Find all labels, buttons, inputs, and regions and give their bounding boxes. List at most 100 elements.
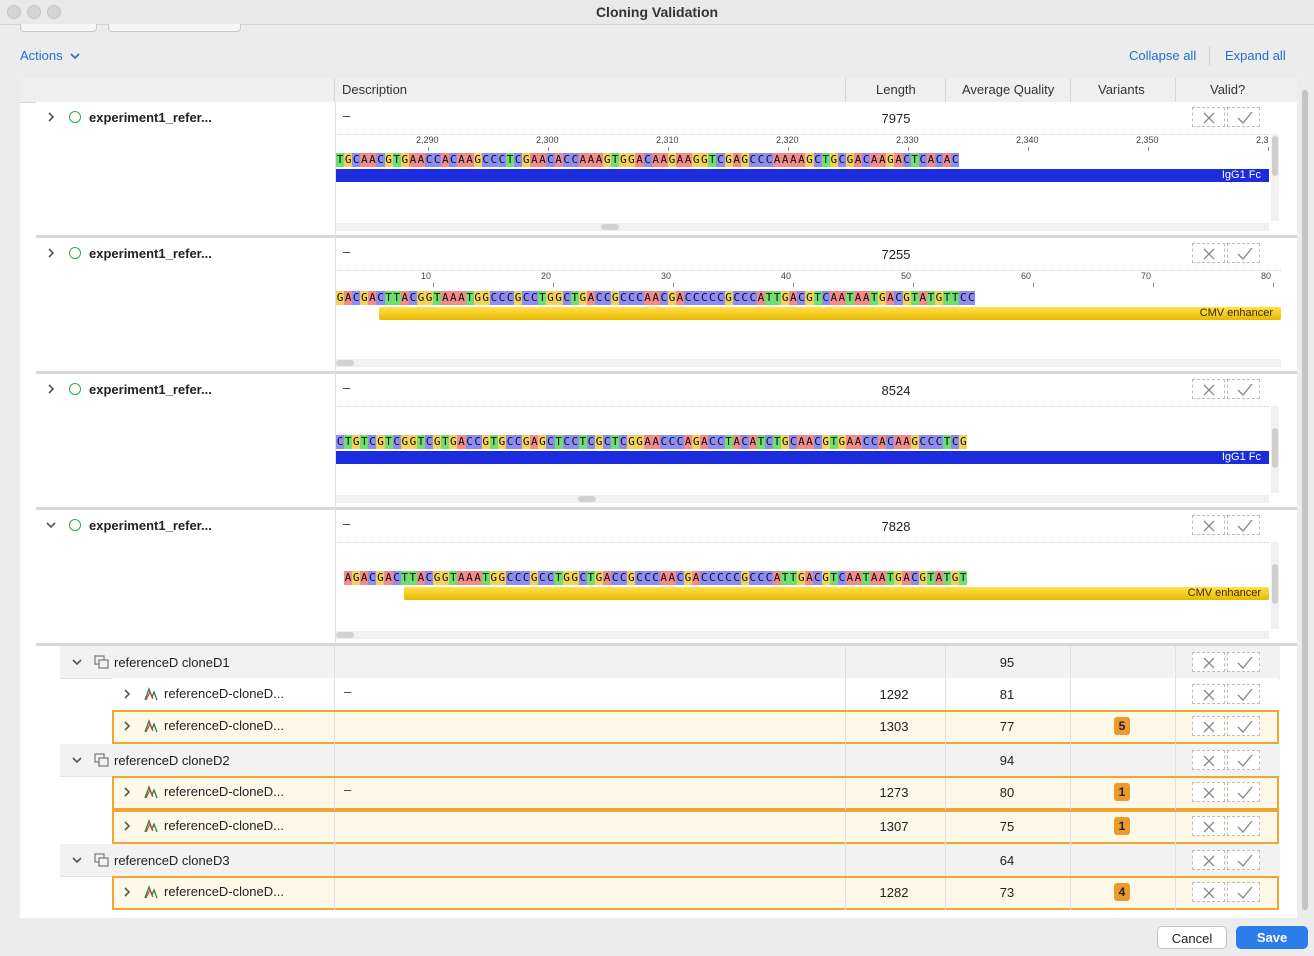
sequence-viewer[interactable]: AGACGACTTACGGTAAATGGCCCGCCTGGCTGACCGCCCA…: [336, 542, 1269, 644]
save-button[interactable]: Save: [1236, 926, 1308, 949]
chevron-down-icon[interactable]: [44, 518, 58, 532]
accept-button[interactable]: [1227, 243, 1260, 263]
cancel-button[interactable]: Cancel: [1157, 926, 1227, 949]
base-t: T: [384, 291, 393, 305]
sequence-viewer[interactable]: 10 20 30 40 50 60 70 80 GACGACTTACGGTAAATGGCCCGC…: [336, 270, 1281, 372]
scrollbar-thumb[interactable]: [1272, 136, 1278, 176]
reject-button[interactable]: [1192, 243, 1225, 263]
sequence-vertical-scrollbar[interactable]: [1271, 134, 1279, 221]
reject-button[interactable]: [1192, 782, 1225, 802]
scrollbar-thumb[interactable]: [578, 496, 596, 502]
sequence-viewer[interactable]: CTGTCGTCGGTCGTGACCGTGCCGAGCTCCTCGCTCGGAA…: [336, 406, 1269, 508]
accept-button[interactable]: [1227, 750, 1260, 770]
reject-button[interactable]: [1192, 379, 1225, 399]
base-t: T: [829, 571, 838, 585]
zoom-window-button[interactable]: [47, 5, 61, 19]
collapse-all-link[interactable]: Collapse all: [1129, 48, 1197, 63]
accept-button[interactable]: [1227, 850, 1260, 870]
chevron-right-icon[interactable]: [44, 110, 58, 124]
reference-row[interactable]: experiment1_refer... –7828 AGACGACTTACGGTA…: [36, 510, 1297, 646]
clone-row[interactable]: referenceD-cloneD... 1282 73 4: [112, 876, 1279, 910]
minimize-window-button[interactable]: [27, 5, 41, 19]
variants-badge[interactable]: 4: [1114, 883, 1130, 901]
scrollbar-thumb[interactable]: [336, 360, 354, 366]
clone-row[interactable]: referenceD-cloneD... – 1292 81: [112, 678, 1279, 711]
base-c: C: [505, 291, 515, 305]
chevron-down-icon[interactable]: [70, 853, 84, 867]
accept-button[interactable]: [1227, 782, 1260, 802]
clone-group-row[interactable]: referenceD cloneD3 64: [60, 844, 1280, 877]
expand-all-link[interactable]: Expand all: [1225, 48, 1286, 63]
reference-row[interactable]: experiment1_refer... – 7975 2,290 2,300 2,310…: [36, 102, 1297, 238]
chevron-right-icon[interactable]: [120, 885, 134, 899]
chevron-right-icon[interactable]: [120, 819, 134, 833]
base-a: A: [586, 291, 595, 305]
scrollbar-thumb[interactable]: [1302, 90, 1308, 910]
clone-group-row[interactable]: referenceD cloneD2 94: [60, 744, 1280, 777]
chevron-down-icon[interactable]: [70, 753, 84, 767]
reference-row[interactable]: experiment1_refer... – 7255 10 20 30 40 50 60 70 8…: [36, 238, 1297, 374]
accept-button[interactable]: [1227, 716, 1260, 736]
reject-button[interactable]: [1192, 850, 1225, 870]
toolbar-button-partial[interactable]: [108, 24, 241, 32]
chevron-right-icon[interactable]: [120, 785, 134, 799]
variants-badge[interactable]: 5: [1114, 717, 1130, 735]
reject-button[interactable]: [1192, 515, 1225, 535]
sequence-horizontal-scrollbar[interactable]: [336, 495, 1269, 503]
table-vertical-scrollbar[interactable]: [1299, 78, 1311, 918]
scrollbar-thumb[interactable]: [1272, 428, 1278, 468]
chevron-right-icon[interactable]: [120, 687, 134, 701]
clone-group-row[interactable]: referenceD cloneD1 95: [60, 646, 1280, 679]
chevron-down-icon[interactable]: [70, 655, 84, 669]
column-header-valid[interactable]: Valid?: [1210, 82, 1246, 97]
chevron-right-icon[interactable]: [44, 246, 58, 260]
feature-annotation[interactable]: CMV enhancer: [379, 307, 1281, 320]
variants-badge[interactable]: 1: [1114, 783, 1130, 801]
toolbar-button-partial[interactable]: [20, 24, 97, 32]
accept-button[interactable]: [1227, 515, 1260, 535]
accept-button[interactable]: [1227, 882, 1260, 902]
sequence-viewer[interactable]: 2,290 2,300 2,310 2,320 2,330 2,340 2,350 2,3 TG…: [336, 134, 1269, 236]
reject-button[interactable]: [1192, 816, 1225, 836]
feature-annotation[interactable]: IgG1 Fc: [336, 451, 1269, 464]
clone-row[interactable]: referenceD-cloneD... 1303 77 5: [112, 710, 1279, 744]
base-g: G: [384, 153, 393, 167]
accept-button[interactable]: [1227, 379, 1260, 399]
scrollbar-thumb[interactable]: [1272, 564, 1278, 604]
base-a: A: [554, 153, 563, 167]
sequence-horizontal-scrollbar[interactable]: [336, 631, 1269, 639]
reject-button[interactable]: [1192, 750, 1225, 770]
sequence-horizontal-scrollbar[interactable]: [336, 359, 1281, 367]
column-header-average-quality[interactable]: Average Quality: [962, 82, 1055, 97]
clone-row[interactable]: referenceD-cloneD... 1307 75 1: [112, 810, 1279, 844]
column-header-variants[interactable]: Variants: [1098, 82, 1145, 97]
base-g: G: [902, 291, 911, 305]
reference-row[interactable]: experiment1_refer... –8524 CTGTCGTCGGTCGTG…: [36, 374, 1297, 510]
scrollbar-thumb[interactable]: [601, 224, 619, 230]
column-header-description[interactable]: Description: [342, 82, 408, 97]
reject-button[interactable]: [1192, 684, 1225, 704]
sequence-vertical-scrollbar[interactable]: [1271, 542, 1279, 629]
clone-row[interactable]: referenceD-cloneD... – 1273 80 1: [112, 776, 1279, 810]
scrollbar-thumb[interactable]: [336, 632, 354, 638]
close-window-button[interactable]: [7, 5, 21, 19]
actions-menu[interactable]: Actions: [20, 48, 80, 63]
reject-button[interactable]: [1192, 716, 1225, 736]
accept-button[interactable]: [1227, 652, 1260, 672]
chevron-right-icon[interactable]: [44, 382, 58, 396]
base-t: T: [862, 571, 871, 585]
column-header-length[interactable]: Length: [876, 82, 916, 97]
sequence-horizontal-scrollbar[interactable]: [336, 223, 1269, 231]
variants-badge[interactable]: 1: [1114, 817, 1130, 835]
sequence-vertical-scrollbar[interactable]: [1271, 406, 1279, 493]
reject-button[interactable]: [1192, 652, 1225, 672]
reject-button[interactable]: [1192, 107, 1225, 127]
base-a: A: [659, 571, 668, 585]
feature-annotation[interactable]: IgG1 Fc: [336, 169, 1269, 182]
chevron-right-icon[interactable]: [120, 719, 134, 733]
reject-button[interactable]: [1192, 882, 1225, 902]
accept-button[interactable]: [1227, 816, 1260, 836]
feature-annotation[interactable]: CMV enhancer: [404, 587, 1269, 600]
accept-button[interactable]: [1227, 684, 1260, 704]
accept-button[interactable]: [1227, 107, 1260, 127]
